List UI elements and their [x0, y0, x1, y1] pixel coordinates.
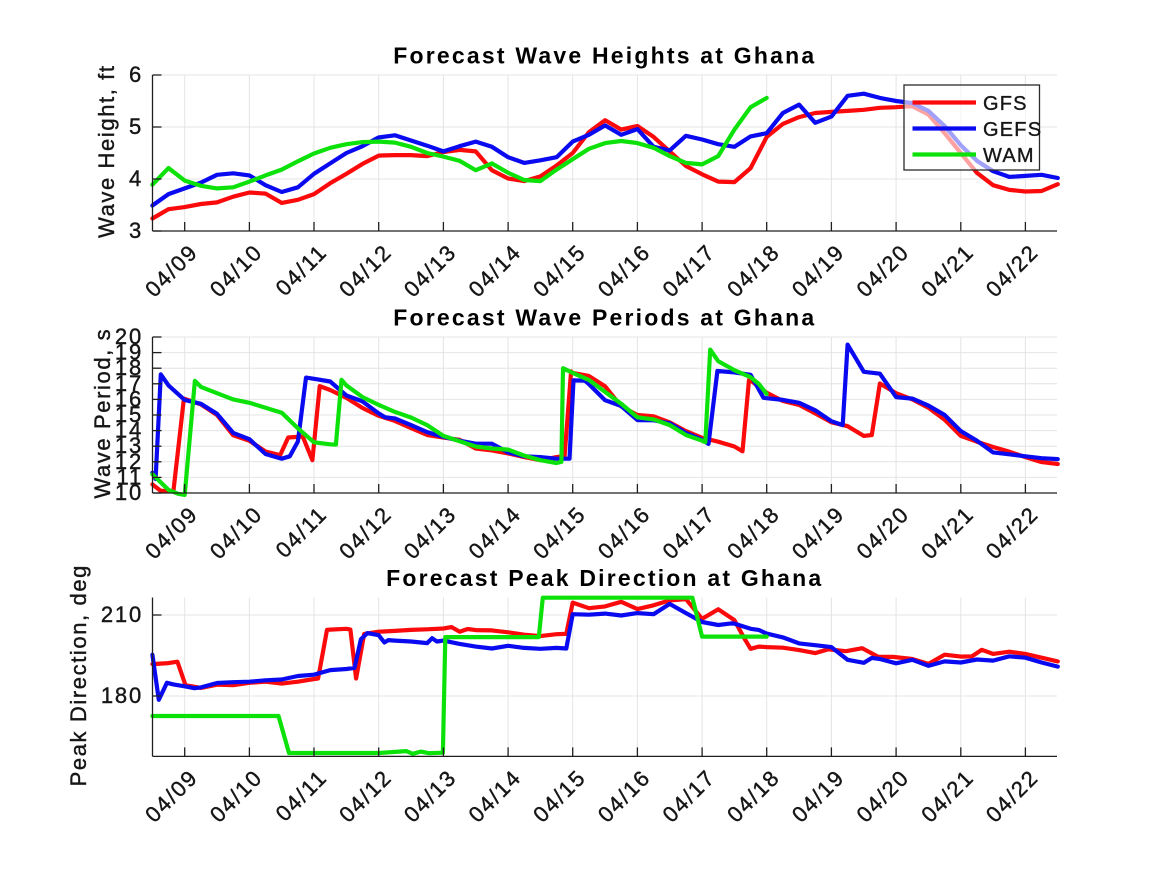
svg-text:10: 10	[115, 480, 143, 505]
svg-text:GFS: GFS	[983, 93, 1028, 115]
svg-text:15: 15	[115, 402, 143, 427]
svg-text:14: 14	[115, 418, 143, 443]
svg-text:210: 210	[101, 602, 143, 627]
svg-text:Peak Direction, deg: Peak Direction, deg	[66, 564, 91, 786]
svg-text:5: 5	[129, 114, 143, 139]
svg-text:180: 180	[101, 683, 143, 708]
svg-text:12: 12	[115, 449, 143, 474]
svg-text:20: 20	[115, 324, 143, 349]
svg-text:WAM: WAM	[983, 145, 1035, 167]
svg-text:Forecast Wave Periods at Ghana: Forecast Wave Periods at Ghana	[393, 305, 816, 331]
svg-text:Forecast Peak Direction at Gha: Forecast Peak Direction at Ghana	[386, 565, 823, 591]
svg-text:11: 11	[117, 464, 143, 489]
svg-text:4: 4	[129, 166, 143, 191]
svg-text:3: 3	[129, 218, 143, 243]
svg-text:18: 18	[115, 355, 143, 380]
svg-text:6: 6	[129, 62, 143, 87]
svg-text:19: 19	[115, 340, 143, 365]
svg-text:Wave Height, ft: Wave Height, ft	[94, 64, 119, 238]
svg-text:Forecast Wave Heights at Ghana: Forecast Wave Heights at Ghana	[393, 43, 816, 69]
svg-text:16: 16	[115, 386, 143, 411]
svg-text:Wave Period, s: Wave Period, s	[90, 328, 115, 499]
svg-text:17: 17	[115, 371, 143, 396]
svg-text:GEFS: GEFS	[983, 119, 1042, 141]
svg-text:13: 13	[115, 433, 143, 458]
